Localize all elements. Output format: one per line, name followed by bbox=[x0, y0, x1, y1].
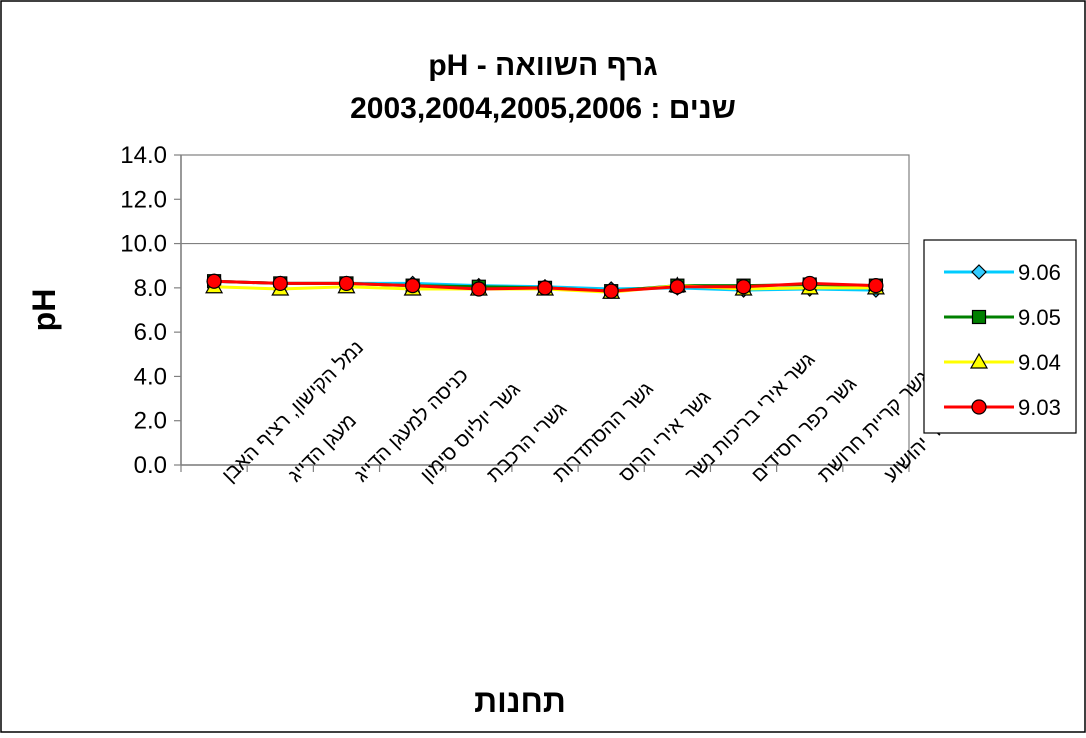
series-layer bbox=[205, 273, 885, 299]
legend-marker bbox=[969, 352, 989, 369]
legend-entries: 9.06 9.05 9.04 9.03 bbox=[944, 260, 1061, 420]
x-axis-label: תחנות bbox=[474, 683, 566, 719]
legend-entry-9.03: 9.03 bbox=[944, 395, 1061, 420]
series-9.03 bbox=[206, 273, 884, 299]
legend-label: 9.03 bbox=[1018, 395, 1061, 420]
y-tick-label: 14.0 bbox=[120, 142, 167, 169]
data-point bbox=[272, 275, 288, 292]
axis-layer: 0.0 2.0 4.0 6.0 8.0 10.0 12.0 14.0 bbox=[120, 142, 910, 479]
data-point bbox=[735, 279, 752, 295]
legend-entry-9.05: 9.05 bbox=[944, 305, 1061, 330]
chart-title: גרף השוואה - pH bbox=[428, 49, 657, 82]
y-tick-label: 12.0 bbox=[120, 186, 167, 213]
data-point bbox=[338, 275, 355, 292]
y-tick-label: 10.0 bbox=[120, 231, 167, 258]
data-point bbox=[802, 275, 818, 292]
legend-marker bbox=[971, 399, 987, 415]
y-tick-label: 8.0 bbox=[134, 275, 167, 302]
data-point bbox=[405, 278, 421, 294]
data-point bbox=[537, 280, 553, 296]
data-point bbox=[603, 283, 619, 299]
data-point bbox=[471, 281, 487, 297]
legend-label: 9.06 bbox=[1018, 260, 1061, 285]
y-tick-label: 2.0 bbox=[134, 408, 167, 435]
legend-label: 9.04 bbox=[1018, 350, 1061, 375]
legend: 9.06 9.05 9.04 9.03 bbox=[923, 239, 1077, 434]
y-tick-label: 4.0 bbox=[134, 363, 167, 390]
legend-label: 9.05 bbox=[1018, 305, 1061, 330]
legend-entry-9.04: 9.04 bbox=[944, 350, 1061, 375]
legend-entry-9.06: 9.06 bbox=[944, 260, 1061, 285]
y-tick-label: 6.0 bbox=[134, 319, 167, 346]
data-point bbox=[868, 278, 884, 294]
legend-marker bbox=[971, 309, 987, 325]
y-tick-label: 0.0 bbox=[134, 452, 167, 479]
chart-subtitle: שנים : 2003,2004,2005,2006 bbox=[350, 92, 736, 125]
legend-marker bbox=[971, 264, 987, 280]
y-axis-label: pH bbox=[26, 289, 62, 332]
data-point bbox=[669, 279, 685, 295]
data-point bbox=[206, 273, 222, 289]
